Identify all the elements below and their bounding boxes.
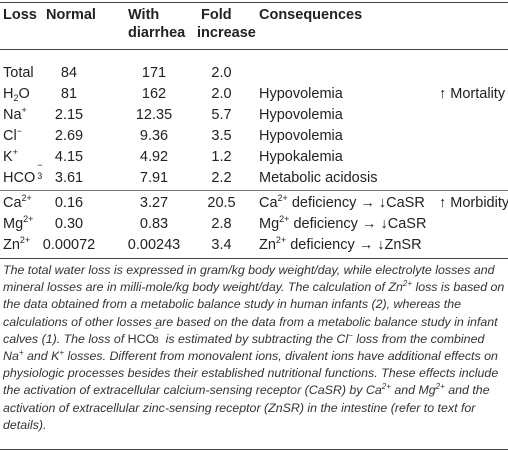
normal-cell: 81 [60, 86, 78, 102]
loss-cell: Ca2+ [3, 193, 32, 212]
fold-cell: 2.2 [211, 170, 232, 186]
header-fold-line1: Fold [201, 7, 232, 23]
table-bottom-rule [0, 258, 508, 259]
diarrhea-cell: 162 [141, 86, 167, 102]
loss-cell: K+ [3, 147, 18, 166]
header-with-diarrhea-line1: With [128, 7, 160, 23]
consequence-cell: Zn2+ deficiency → ↓ZnSR [259, 235, 422, 254]
diarrhea-cell: 12.35 [135, 107, 173, 123]
loss-cell: Zn2+ [3, 235, 31, 254]
consequence-cell: Hypokalemia [259, 149, 343, 165]
fold-cell: 3.5 [211, 128, 232, 144]
group-divider [0, 190, 508, 191]
fold-cell: 2.0 [211, 86, 232, 102]
table-footnote: The total water loss is expressed in gra… [3, 263, 505, 432]
header-with-diarrhea-line2: diarrhea [128, 25, 186, 41]
normal-cell: 0.00072 [42, 237, 96, 253]
top-rule [0, 2, 508, 3]
consequence-cell: Hypovolemia [259, 128, 343, 144]
loss-cell: HCO −3 [3, 160, 43, 187]
normal-cell: 2.15 [54, 107, 84, 123]
header-fold-increase: Fold increase [197, 6, 256, 42]
diarrhea-cell: 7.91 [139, 170, 169, 186]
fold-cell: 2.0 [211, 65, 232, 81]
normal-cell: 4.15 [54, 149, 84, 165]
consequence-cell: Ca2+ deficiency → ↓CaSR [259, 193, 425, 212]
table-row: Ca2+ 0.16 3.27 20.5 Ca2+ deficiency → ↓C… [0, 193, 508, 213]
normal-cell: 2.69 [54, 128, 84, 144]
diarrhea-cell: 0.00243 [127, 237, 181, 253]
fold-cell: 1.2 [211, 149, 232, 165]
fold-cell: 20.5 [207, 195, 236, 211]
header-consequences: Consequences [259, 7, 363, 23]
loss-cell: Cl− [3, 126, 22, 145]
table-row: Mg2+ 0.30 0.83 2.8 Mg2+ deficiency → ↓Ca… [0, 214, 508, 234]
header-fold-line2: increase [197, 25, 256, 41]
loss-cell: H2O [3, 86, 30, 103]
consequence-cell: Metabolic acidosis [259, 170, 378, 186]
normal-cell: 84 [60, 65, 78, 81]
table-row: HCO −3 3.61 7.91 2.2 Metabolic acidosis [0, 160, 508, 188]
table-row: H2O 81 162 2.0 Hypovolemia ↑ Mortality [0, 84, 508, 104]
table-row: K+ 4.15 4.92 1.2 Hypokalemia [0, 147, 508, 167]
table-row: Cl− 2.69 9.36 3.5 Hypovolemia [0, 126, 508, 146]
table-row: Total 84 171 2.0 [0, 63, 508, 83]
diarrhea-cell: 4.92 [139, 149, 169, 165]
normal-cell: 0.30 [54, 216, 84, 232]
normal-cell: 3.61 [54, 170, 84, 186]
loss-cell: Total [3, 65, 34, 81]
outcome-cell: ↑ Mortality [439, 86, 506, 102]
header-loss: Loss [3, 7, 37, 23]
loss-cell: Na+ [3, 105, 27, 124]
consequence-cell: Hypovolemia [259, 107, 343, 123]
header-with-diarrhea: With diarrhea [128, 6, 185, 42]
diarrhea-cell: 9.36 [139, 128, 169, 144]
outcome-cell: ↑ Morbidity [439, 195, 508, 211]
table-row: Zn2+ 0.00072 0.00243 3.4 Zn2+ deficiency… [0, 235, 508, 255]
fold-cell: 3.4 [211, 237, 232, 253]
loss-cell: Mg2+ [3, 214, 34, 233]
diarrhea-cell: 3.27 [139, 195, 169, 211]
table-row: Na+ 2.15 12.35 5.7 Hypovolemia [0, 105, 508, 125]
normal-cell: 0.16 [54, 195, 84, 211]
header-normal: Normal [46, 7, 96, 23]
diarrhea-cell: 0.83 [139, 216, 169, 232]
diarrhea-cell: 171 [141, 65, 167, 81]
fold-cell: 5.7 [211, 107, 232, 123]
fold-cell: 2.8 [211, 216, 232, 232]
header-rule [0, 49, 508, 50]
consequence-cell: Mg2+ deficiency → ↓CaSR [259, 214, 427, 233]
consequence-cell: Hypovolemia [259, 86, 343, 102]
